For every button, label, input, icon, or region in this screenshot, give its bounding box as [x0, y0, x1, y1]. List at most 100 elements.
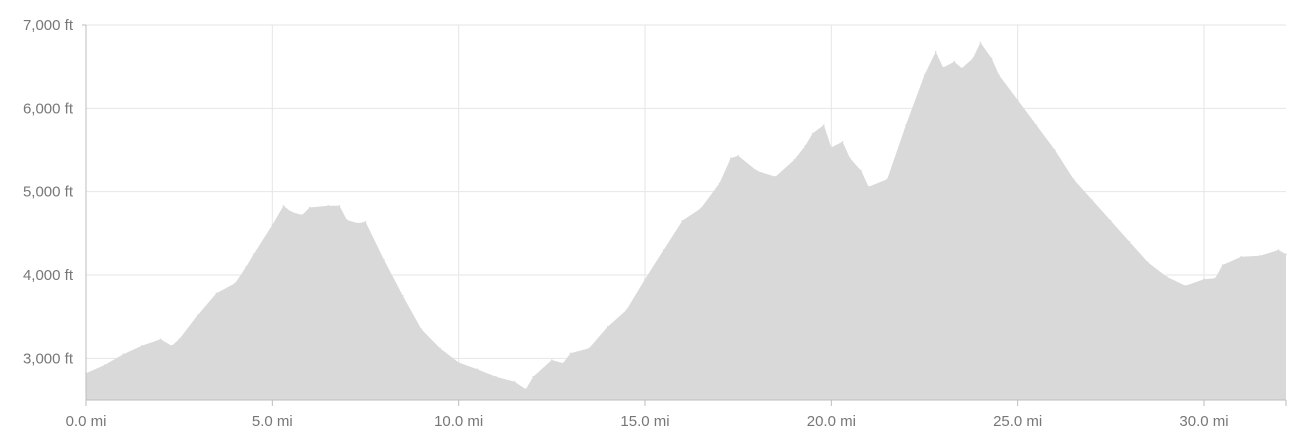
- elevation-point: [606, 325, 609, 328]
- elevation-point: [178, 338, 180, 341]
- elevation-point: [1110, 220, 1112, 222]
- elevation-point: [532, 375, 534, 378]
- y-tick-label: 4,000 ft: [23, 267, 74, 284]
- elevation-point: [420, 328, 423, 331]
- elevation-point: [1240, 255, 1243, 258]
- x-tick-label: 20.0 mi: [807, 413, 856, 430]
- elevation-point: [830, 146, 833, 149]
- elevation-point: [476, 368, 479, 371]
- elevation-point: [346, 219, 348, 221]
- elevation-point: [141, 345, 143, 347]
- elevation-point: [513, 380, 516, 383]
- x-tick-label: 30.0 mi: [1179, 413, 1228, 430]
- elevation-point: [793, 159, 795, 161]
- elevation-point: [1285, 253, 1287, 255]
- elevation-point: [860, 170, 862, 172]
- elevation-point: [823, 124, 825, 126]
- elevation-point: [867, 185, 870, 188]
- elevation-point: [159, 338, 162, 341]
- elevation-point: [718, 182, 721, 185]
- elevation-point: [972, 57, 974, 60]
- elevation-point: [525, 388, 527, 391]
- y-tick-label: 7,000 ft: [23, 17, 74, 34]
- elevation-point: [998, 74, 1000, 76]
- elevation-point: [953, 60, 956, 63]
- elevation-point: [402, 295, 404, 297]
- elevation-point: [439, 347, 441, 350]
- elevation-point: [245, 265, 247, 268]
- x-tick-label: 25.0 mi: [993, 413, 1042, 430]
- elevation-point: [327, 205, 330, 207]
- elevation-point: [290, 210, 292, 213]
- elevation-point: [644, 278, 646, 281]
- elevation-point: [1165, 275, 1168, 278]
- elevation-point: [282, 205, 285, 207]
- elevation-point: [301, 214, 303, 216]
- elevation-point: [849, 157, 851, 160]
- elevation-point: [170, 345, 173, 347]
- elevation-point: [1147, 261, 1149, 264]
- elevation-point: [271, 224, 274, 226]
- elevation-point: [1128, 240, 1131, 243]
- elevation-point: [1091, 199, 1093, 201]
- elevation-area: [86, 42, 1286, 400]
- elevation-point: [756, 170, 758, 172]
- elevation-point: [308, 206, 311, 209]
- elevation-point: [737, 155, 739, 157]
- elevation-point: [804, 145, 807, 147]
- elevation-point: [886, 178, 888, 180]
- elevation-point: [383, 259, 385, 261]
- elevation-point: [457, 361, 460, 364]
- elevation-point: [1035, 124, 1038, 126]
- elevation-point: [252, 253, 255, 255]
- elevation-point: [215, 292, 218, 295]
- elevation-point: [1054, 149, 1056, 151]
- elevation-point: [1203, 278, 1205, 281]
- elevation-point: [551, 359, 553, 361]
- elevation-point: [1277, 249, 1280, 251]
- elevation-point: [588, 347, 590, 350]
- elevation-point: [569, 352, 572, 355]
- elevation-point: [700, 207, 702, 210]
- elevation-point: [234, 282, 236, 285]
- elevation-point: [934, 50, 937, 53]
- elevation-point: [729, 157, 732, 160]
- elevation-point: [905, 124, 907, 126]
- x-tick-label: 0.0 mi: [66, 413, 107, 430]
- elevation-point: [122, 353, 125, 356]
- elevation-point: [990, 57, 993, 60]
- tick-labels: 3,000 ft 4,000 ft 5,000 ft 6,000 ft 7,000 ft…: [23, 17, 1229, 430]
- elevation-point: [942, 66, 944, 69]
- elevation-area-layer: [85, 41, 1287, 400]
- elevation-point: [1072, 178, 1075, 180]
- elevation-point: [562, 362, 564, 365]
- y-tick-label: 5,000 ft: [23, 184, 74, 201]
- elevation-point: [681, 220, 684, 222]
- x-tick-label: 15.0 mi: [620, 413, 669, 430]
- elevation-point: [923, 74, 926, 76]
- x-tick-label: 5.0 mi: [252, 413, 293, 430]
- elevation-point: [1259, 255, 1261, 257]
- elevation-point: [364, 220, 367, 223]
- elevation-point: [811, 132, 814, 135]
- elevation-point: [625, 309, 628, 311]
- elevation-point: [662, 249, 665, 251]
- y-tick-label: 3,000 ft: [23, 350, 74, 367]
- elevation-point: [1221, 264, 1224, 266]
- elevation-point: [197, 314, 199, 316]
- x-tick-label: 10.0 mi: [434, 413, 483, 430]
- axes: [82, 24, 1287, 406]
- elevation-point: [841, 140, 844, 143]
- elevation-point: [979, 41, 982, 44]
- elevation-point: [495, 375, 497, 378]
- elevation-point: [1184, 285, 1187, 287]
- elevation-point: [357, 222, 359, 225]
- elevation-point: [961, 67, 963, 70]
- elevation-point: [103, 364, 106, 366]
- elevation-point: [774, 175, 777, 178]
- y-tick-label: 6,000 ft: [23, 100, 74, 117]
- elevation-point: [1214, 277, 1216, 280]
- elevation-point: [338, 205, 341, 207]
- elevation-point: [1016, 99, 1019, 101]
